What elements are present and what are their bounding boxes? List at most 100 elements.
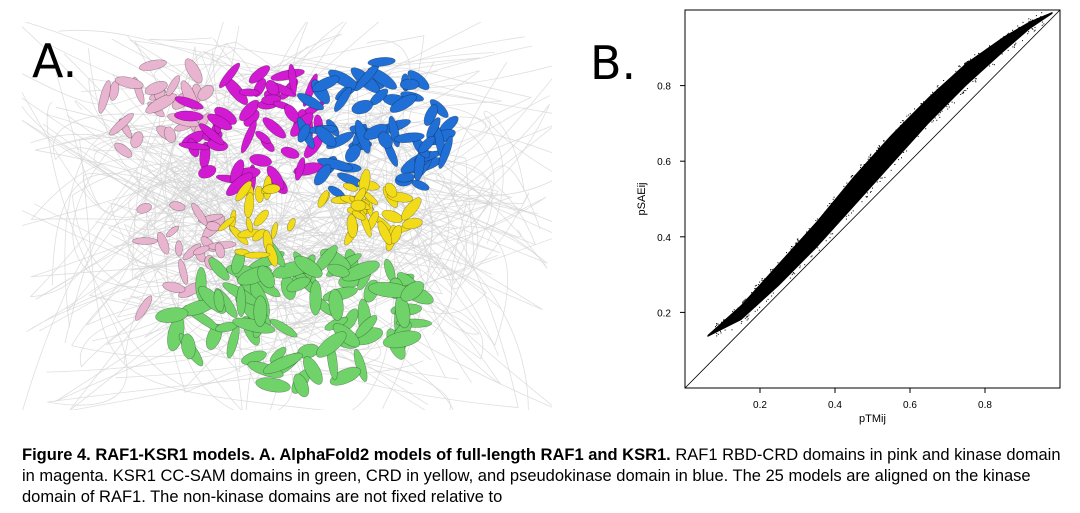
data-point xyxy=(830,202,832,204)
raf1-rbd-crd-ribbon xyxy=(166,75,181,97)
data-point xyxy=(832,233,834,235)
data-point xyxy=(793,272,795,274)
data-point xyxy=(883,140,885,142)
ksr1-crd-ribbon xyxy=(235,180,253,202)
data-point xyxy=(974,80,976,82)
data-point xyxy=(773,268,775,270)
data-point xyxy=(906,115,908,117)
data-point xyxy=(716,323,718,325)
data-point xyxy=(865,196,867,198)
data-point xyxy=(879,145,880,147)
data-point xyxy=(829,237,831,239)
data-point xyxy=(791,274,793,276)
data-point xyxy=(1008,32,1010,34)
data-point xyxy=(1041,12,1043,14)
ksr1-cc-sam-ribbon xyxy=(309,280,322,316)
data-point xyxy=(754,288,756,290)
data-point xyxy=(860,164,862,166)
data-point xyxy=(818,249,820,251)
domain-ribbons xyxy=(98,57,459,398)
data-point xyxy=(795,244,796,246)
x-tick-label: 0.8 xyxy=(978,400,992,411)
data-point xyxy=(786,252,787,254)
y-axis-ticks: 0.2 0.4 0.6 0.8 xyxy=(657,82,685,319)
data-point xyxy=(767,298,769,300)
data-point xyxy=(899,125,901,127)
data-point xyxy=(797,238,799,240)
data-point xyxy=(939,116,941,118)
raf1-rbd-crd-ribbon xyxy=(135,295,153,321)
data-point xyxy=(931,121,933,123)
raf1-kinase-ribbon xyxy=(265,79,280,96)
data-point xyxy=(930,94,932,96)
data-point xyxy=(908,114,910,116)
data-point xyxy=(964,62,966,64)
raf1-kinase-ribbon xyxy=(207,113,233,131)
data-point xyxy=(771,269,773,271)
data-point xyxy=(925,128,927,130)
raf1-rbd-crd-ribbon xyxy=(132,237,158,245)
data-point xyxy=(772,292,774,294)
data-point xyxy=(870,191,872,192)
data-point xyxy=(845,215,847,217)
y-tick-label: 0.2 xyxy=(657,308,671,319)
loop-trace xyxy=(95,150,541,337)
x-axis-ticks: 0.2 0.4 0.6 0.8 xyxy=(753,388,992,411)
raf1-rbd-crd-ribbon xyxy=(136,202,152,214)
data-point xyxy=(746,316,748,318)
data-point xyxy=(791,246,792,248)
data-point xyxy=(1028,20,1030,22)
data-point xyxy=(806,231,808,233)
data-point xyxy=(974,78,976,80)
raf1-rbd-crd-ribbon xyxy=(192,245,210,256)
ksr1-pseudokinase-ribbon xyxy=(393,132,425,144)
data-point xyxy=(770,269,772,270)
data-point xyxy=(832,198,834,200)
ksr1-pseudokinase-ribbon xyxy=(344,144,361,163)
ksr1-pseudokinase-ribbon xyxy=(351,99,373,115)
data-point xyxy=(939,112,941,114)
data-point xyxy=(748,314,750,316)
ksr1-crd-ribbon xyxy=(384,182,398,198)
data-point xyxy=(760,283,762,285)
data-point xyxy=(721,321,722,323)
data-point xyxy=(1003,36,1005,37)
ksr1-pseudokinase-ribbon xyxy=(395,172,415,183)
ksr1-cc-sam-ribbon xyxy=(382,330,422,349)
data-point xyxy=(737,307,739,309)
data-point xyxy=(830,233,832,235)
data-point xyxy=(743,300,745,302)
y-axis-label: pSAEij xyxy=(636,182,648,215)
data-point xyxy=(868,156,870,158)
data-point xyxy=(909,113,911,115)
data-point xyxy=(975,78,977,80)
data-point xyxy=(723,319,724,321)
ksr1-crd-ribbon xyxy=(266,243,279,267)
ksr1-cc-sam-ribbon xyxy=(213,289,225,313)
data-point xyxy=(744,317,746,319)
ksr1-pseudokinase-ribbon xyxy=(411,179,430,191)
data-point xyxy=(901,120,903,122)
ksr1-crd-ribbon xyxy=(243,251,271,259)
data-point xyxy=(724,329,726,331)
data-point xyxy=(757,309,758,311)
data-point xyxy=(741,321,743,322)
data-point xyxy=(720,332,722,334)
data-point xyxy=(792,246,794,248)
data-point xyxy=(916,109,918,110)
data-point xyxy=(717,323,719,325)
data-point xyxy=(902,122,904,124)
data-point xyxy=(1043,23,1045,25)
ksr1-cc-sam-ribbon xyxy=(262,352,303,374)
figure-caption: Figure 4. RAF1-KSR1 models. A. AlphaFold… xyxy=(22,445,1072,508)
data-point xyxy=(860,166,861,168)
loop-trace xyxy=(68,111,425,412)
raf1-rbd-crd-ribbon xyxy=(165,225,180,238)
data-point xyxy=(1028,18,1030,20)
data-point xyxy=(869,154,871,156)
data-point xyxy=(754,285,756,287)
ksr1-crd-ribbon xyxy=(244,192,255,219)
y-tick-label: 0.8 xyxy=(657,82,671,93)
data-point xyxy=(938,114,940,116)
data-point xyxy=(788,252,790,254)
